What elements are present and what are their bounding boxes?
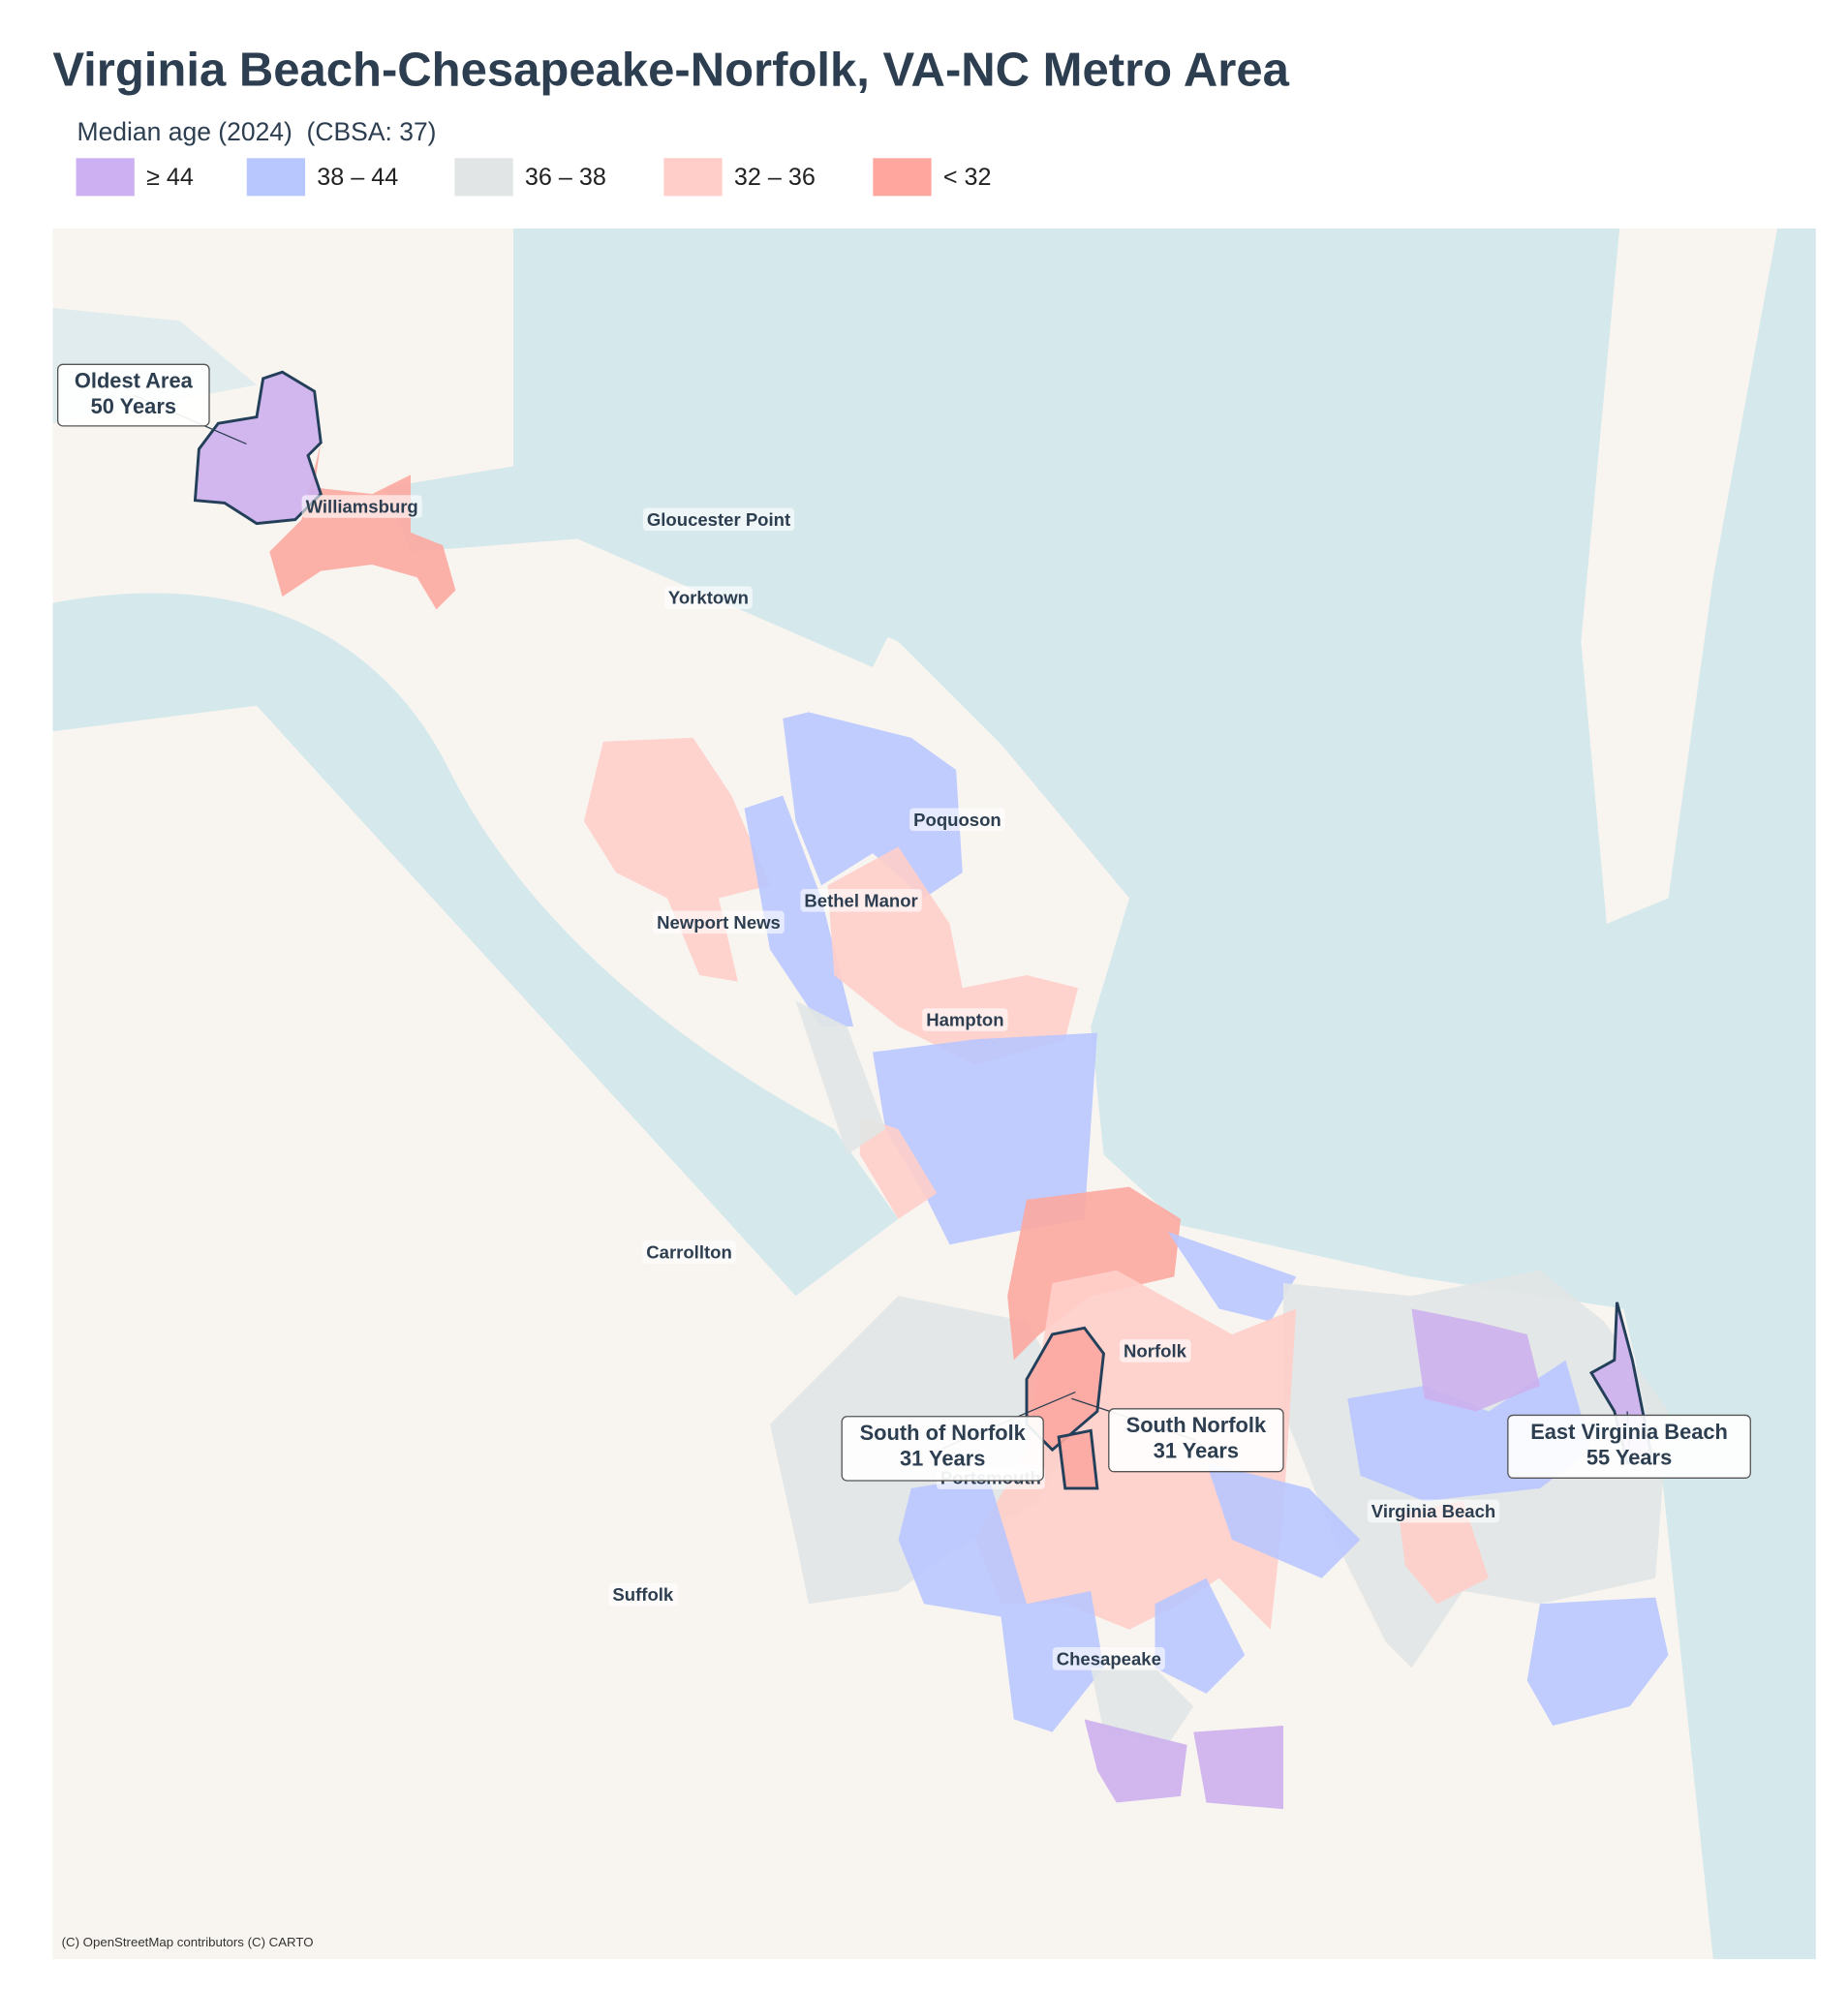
place-label-bg bbox=[909, 808, 1005, 832]
place-label: Suffolk bbox=[612, 1584, 673, 1605]
callout-text: Oldest Area bbox=[75, 369, 194, 393]
region bbox=[898, 1475, 1104, 1732]
legend-label: 32 – 36 bbox=[734, 164, 816, 191]
region bbox=[1411, 1308, 1540, 1412]
region bbox=[1526, 1597, 1669, 1727]
region bbox=[795, 1000, 886, 1155]
place-label: Williamsburg bbox=[306, 497, 418, 517]
place-label-bg bbox=[608, 1582, 678, 1607]
callout-text: South Norfolk bbox=[1126, 1413, 1267, 1437]
region bbox=[1193, 1726, 1283, 1810]
place-label-bg bbox=[1120, 1339, 1191, 1362]
region bbox=[193, 370, 323, 526]
water bbox=[52, 593, 899, 1297]
callout-text: 55 Years bbox=[1586, 1445, 1672, 1469]
region bbox=[1167, 1231, 1297, 1322]
place-label-bg bbox=[922, 1008, 1008, 1031]
place-label-bg bbox=[642, 1240, 736, 1264]
attribution: (C) OpenStreetMap contributors (C) CARTO bbox=[62, 1935, 314, 1949]
place-label: Newport News bbox=[657, 912, 781, 933]
place-label: Virginia Beach bbox=[1371, 1501, 1495, 1521]
legend-label: 36 – 38 bbox=[525, 164, 606, 191]
map: Williamsburg Gloucester Point Yorktown Poqu… bbox=[52, 228, 1816, 1960]
legend: ≥ 44 38 – 44 36 – 38 32 – 36 < 32 bbox=[76, 158, 992, 197]
callout-text: 31 Years bbox=[900, 1447, 985, 1471]
place-label: Hampton bbox=[926, 1010, 1003, 1030]
callout-text: 31 Years bbox=[1154, 1439, 1239, 1463]
place-label-bg bbox=[653, 910, 785, 934]
region bbox=[1084, 1719, 1187, 1803]
legend-swatch bbox=[873, 158, 932, 197]
legend-label: < 32 bbox=[943, 164, 992, 191]
place-labels: Williamsburg Gloucester Point Yorktown Poqu… bbox=[301, 495, 1500, 1670]
place-label: Chesapeake bbox=[1057, 1648, 1161, 1669]
region bbox=[783, 712, 963, 899]
place-label-bg bbox=[1367, 1499, 1500, 1523]
callout-box bbox=[841, 1416, 1044, 1482]
legend-swatch bbox=[454, 158, 513, 197]
place-label: Yorktown bbox=[668, 588, 749, 608]
place-label: Poquoson bbox=[913, 810, 1001, 830]
callout-text: South of Norfolk bbox=[860, 1421, 1027, 1445]
legend-swatch bbox=[76, 158, 135, 197]
place-label: Gloucester Point bbox=[647, 509, 790, 530]
title: Virginia Beach-Chesapeake-Norfolk, VA-NC… bbox=[52, 44, 1289, 96]
region bbox=[1091, 1668, 1194, 1745]
region bbox=[1399, 1501, 1489, 1605]
place-label-bg bbox=[642, 507, 795, 532]
place-label-bg bbox=[800, 889, 922, 912]
callout-box bbox=[56, 363, 210, 427]
callout-box bbox=[1507, 1414, 1751, 1480]
place-label: Carrollton bbox=[646, 1241, 732, 1262]
callout-text: East Virginia Beach bbox=[1530, 1420, 1728, 1444]
region bbox=[859, 1116, 938, 1219]
water bbox=[513, 228, 1816, 1960]
legend-swatch bbox=[663, 158, 723, 197]
region bbox=[1057, 1428, 1099, 1490]
place-label-bg bbox=[301, 495, 422, 518]
callout-text: 50 Years bbox=[91, 394, 176, 418]
place-label: Bethel Manor bbox=[804, 890, 917, 910]
subtitle: Median age (2024) (CBSA: 37) bbox=[77, 117, 437, 146]
water bbox=[385, 461, 899, 667]
region bbox=[1206, 1462, 1361, 1578]
callout-box bbox=[1108, 1408, 1284, 1473]
legend-label: ≥ 44 bbox=[146, 164, 194, 191]
place-label-bg bbox=[663, 586, 753, 609]
region bbox=[269, 443, 456, 610]
region bbox=[744, 795, 854, 1026]
legend-label: 38 – 44 bbox=[317, 164, 398, 191]
region bbox=[1155, 1577, 1246, 1694]
land bbox=[1581, 228, 1778, 924]
place-label: Norfolk bbox=[1124, 1340, 1187, 1361]
legend-swatch bbox=[246, 158, 306, 197]
place-label-bg bbox=[1052, 1647, 1165, 1670]
